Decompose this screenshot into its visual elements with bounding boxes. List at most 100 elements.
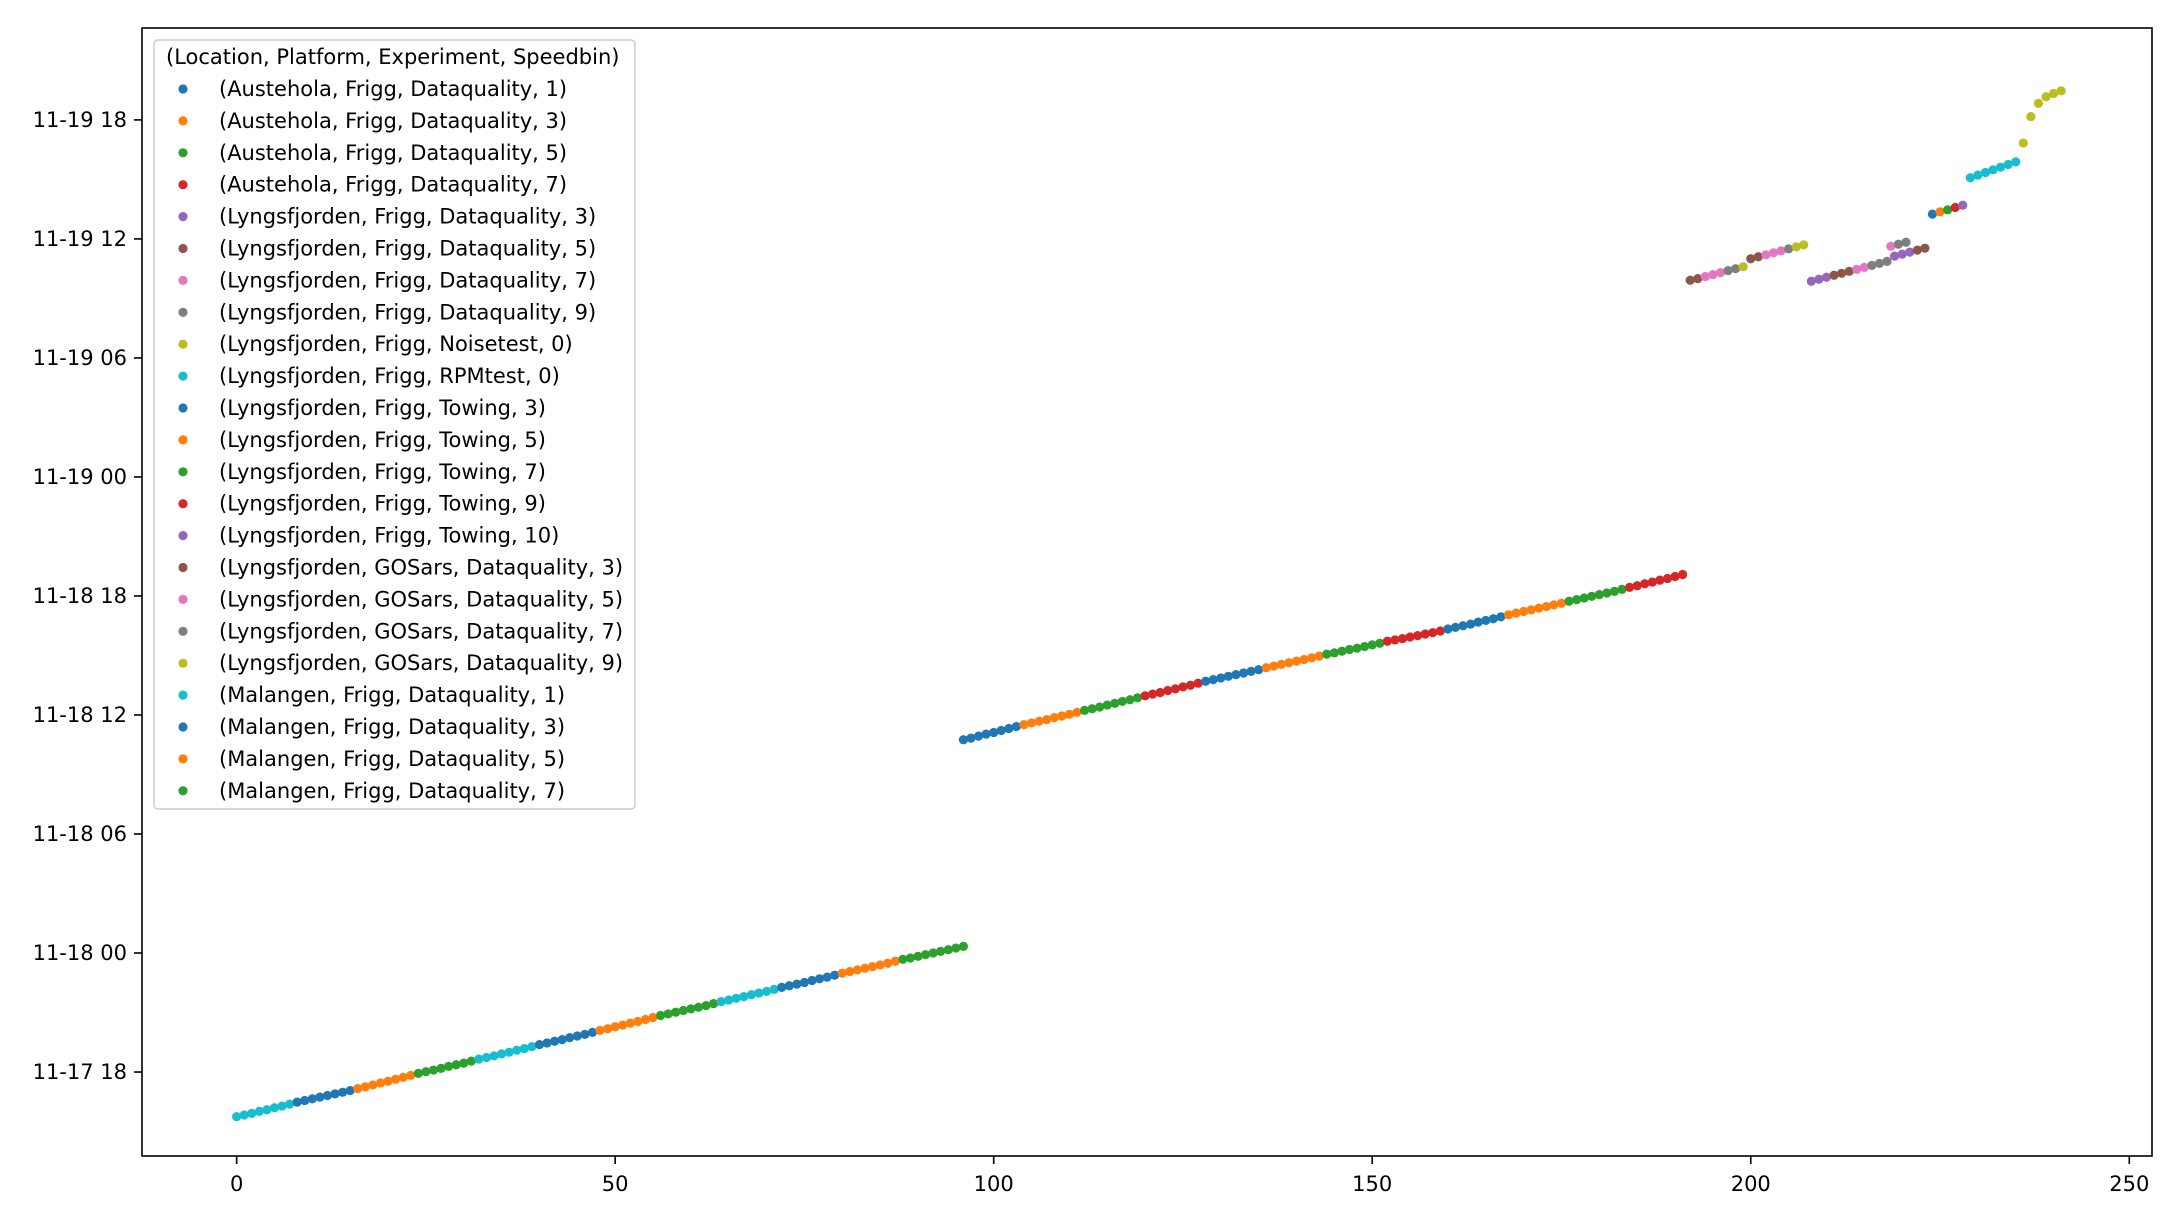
data-point <box>1019 719 1029 730</box>
data-point <box>489 1051 499 1061</box>
data-point <box>527 1041 537 1052</box>
data-point <box>936 946 946 956</box>
data-point <box>1935 207 1945 217</box>
data-point <box>330 1089 340 1099</box>
data-point <box>1299 654 1309 665</box>
data-point <box>898 954 908 964</box>
data-point <box>860 963 870 973</box>
legend-entry: (Austehola, Frigg, Dataquality, 1) <box>219 77 567 101</box>
legend-marker <box>178 690 188 700</box>
data-point <box>1791 242 1801 252</box>
legend-marker <box>178 562 188 573</box>
data-point <box>1927 209 1938 219</box>
x-tick-label: 100 <box>974 1172 1014 1196</box>
data-point <box>1117 696 1127 707</box>
data-point <box>845 966 855 977</box>
data-point <box>724 995 734 1005</box>
legend-entry: (Malangen, Frigg, Dataquality, 7) <box>219 779 565 803</box>
y-tick-label: 11-19 12 <box>33 227 127 251</box>
data-point <box>580 1029 590 1039</box>
data-point <box>875 960 885 970</box>
data-point <box>436 1063 446 1073</box>
data-point <box>1238 668 1249 678</box>
data-point <box>981 729 991 739</box>
data-point <box>1965 173 1975 183</box>
legend-entry: (Lyngsfjorden, Frigg, Towing, 5) <box>219 428 546 452</box>
data-point <box>1893 239 1903 249</box>
data-point <box>1140 691 1150 701</box>
data-point <box>1973 170 1983 180</box>
legend-marker <box>178 754 188 764</box>
data-point <box>1201 676 1211 686</box>
data-point <box>428 1065 439 1075</box>
data-point <box>315 1092 325 1102</box>
data-point <box>1322 649 1332 659</box>
data-point <box>383 1076 393 1086</box>
data-point <box>307 1094 317 1104</box>
data-point <box>1995 162 2006 172</box>
data-point <box>1776 246 1786 256</box>
legend-marker <box>178 786 188 796</box>
data-point <box>413 1068 423 1078</box>
data-point <box>671 1007 681 1017</box>
data-point <box>1344 644 1355 655</box>
legend-entry: (Lyngsfjorden, Frigg, Dataquality, 5) <box>219 237 596 261</box>
data-point <box>2026 112 2036 122</box>
data-point <box>1806 276 1816 286</box>
legend-entry: (Lyngsfjorden, GOSars, Dataquality, 5) <box>219 587 623 611</box>
data-point <box>958 735 969 745</box>
data-point <box>1254 665 1264 675</box>
legend-entry: (Malangen, Frigg, Dataquality, 5) <box>219 747 565 771</box>
data-point <box>989 727 999 738</box>
data-point <box>1307 653 1317 663</box>
data-point <box>1132 693 1143 703</box>
data-point <box>1049 713 1059 723</box>
data-point <box>1837 268 1847 278</box>
data-point <box>512 1045 522 1055</box>
data-point <box>375 1078 386 1088</box>
data-point <box>754 988 764 998</box>
data-point <box>1102 700 1112 710</box>
data-point <box>1284 658 1294 668</box>
data-point <box>1397 634 1408 644</box>
legend-entry: (Malangen, Frigg, Dataquality, 1) <box>219 683 565 707</box>
data-point <box>1882 256 1892 267</box>
data-point <box>830 970 840 980</box>
data-point <box>1004 723 1014 734</box>
legend-entry: (Malangen, Frigg, Dataquality, 3) <box>219 715 565 739</box>
data-point <box>565 1033 575 1043</box>
data-point <box>1231 670 1241 680</box>
data-point <box>852 965 863 975</box>
legend-marker <box>178 403 188 413</box>
data-point <box>837 968 847 978</box>
data-point <box>1662 573 1673 584</box>
data-point <box>1958 200 1968 210</box>
legend-entry: (Lyngsfjorden, Frigg, Towing, 10) <box>219 524 559 548</box>
legend-marker <box>178 722 188 732</box>
data-point <box>1042 715 1052 725</box>
data-point <box>1859 262 1869 272</box>
legend-marker <box>178 212 188 222</box>
data-point <box>277 1101 287 1111</box>
legend-entry: (Austehola, Frigg, Dataquality, 3) <box>219 109 567 133</box>
y-tick-label: 11-19 06 <box>33 346 127 370</box>
data-points <box>232 86 2066 1122</box>
data-point <box>610 1022 620 1032</box>
data-point <box>1125 695 1135 705</box>
legend-marker <box>178 371 188 381</box>
data-point <box>784 981 794 991</box>
legend-marker <box>178 339 188 349</box>
data-point <box>1458 621 1468 631</box>
data-point <box>1715 268 1726 278</box>
data-point <box>1950 202 1960 213</box>
legend-marker <box>178 275 188 285</box>
data-point <box>1079 705 1090 715</box>
legend-entry: (Lyngsfjorden, Frigg, Dataquality, 3) <box>219 205 596 229</box>
legend-marker <box>178 148 188 158</box>
data-point <box>761 986 772 996</box>
data-point <box>769 984 779 994</box>
legend-marker <box>178 307 188 317</box>
data-point <box>1980 167 1991 178</box>
data-point <box>1746 254 1756 264</box>
x-axis: 0 50 100 150 200 250 <box>230 1156 2149 1196</box>
